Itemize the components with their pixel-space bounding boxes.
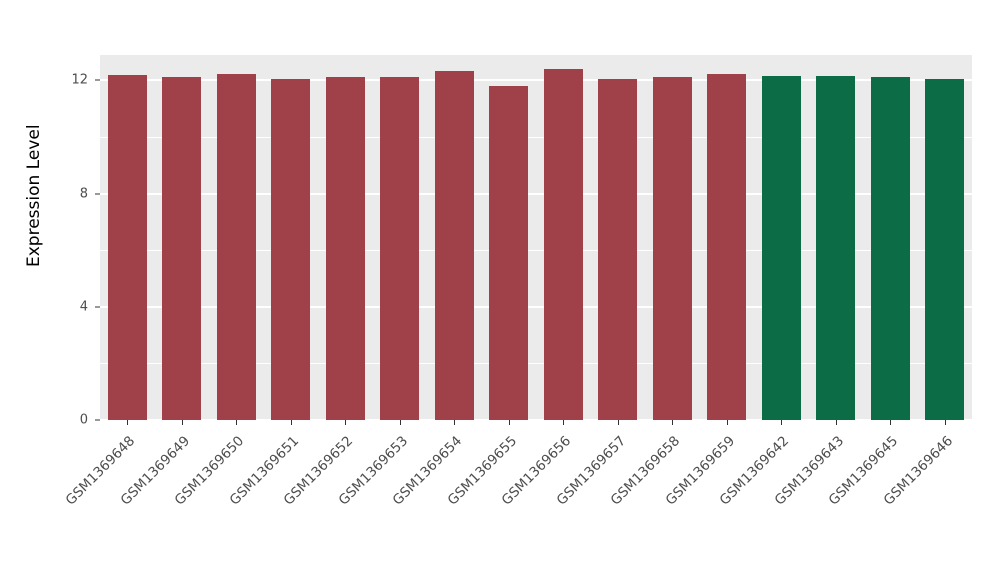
gridline-major xyxy=(100,79,972,82)
bar-GSM1369659 xyxy=(707,74,747,420)
gridline-major xyxy=(100,305,972,308)
bar-GSM1369649 xyxy=(162,77,202,420)
bar-GSM1369646 xyxy=(925,78,965,420)
y-tick-label: 12 xyxy=(71,72,88,88)
bar-GSM1369653 xyxy=(380,77,420,420)
bar-GSM1369654 xyxy=(434,71,474,420)
bar-GSM1369656 xyxy=(543,69,583,420)
x-tick-label: GSM1369646 xyxy=(880,433,957,509)
x-tick-mark xyxy=(127,420,129,425)
bar-GSM1369645 xyxy=(870,77,910,420)
x-tick-mark xyxy=(508,420,510,425)
x-tick-mark xyxy=(345,420,347,425)
y-tick-label: 0 xyxy=(79,412,88,428)
y-tick-mark xyxy=(95,193,100,195)
x-tick-mark xyxy=(835,420,837,425)
y-axis-title: Expression Level xyxy=(24,124,44,267)
bar-GSM1369658 xyxy=(652,77,692,420)
x-tick-mark xyxy=(563,420,565,425)
x-tick-mark xyxy=(672,420,674,425)
y-tick-label: 4 xyxy=(79,299,88,315)
x-tick-mark xyxy=(236,420,238,425)
y-tick-mark xyxy=(95,419,100,421)
bar-GSM1369651 xyxy=(271,78,311,420)
y-tick-mark xyxy=(95,79,100,81)
bar-GSM1369657 xyxy=(598,79,638,420)
x-tick-mark xyxy=(944,420,946,425)
x-tick-mark xyxy=(181,420,183,425)
x-tick-mark xyxy=(290,420,292,425)
gridline-minor xyxy=(100,362,972,364)
bar-GSM1369650 xyxy=(216,74,256,420)
x-tick-mark xyxy=(617,420,619,425)
x-tick-mark xyxy=(454,420,456,425)
x-tick-mark xyxy=(399,420,401,425)
bar-GSM1369652 xyxy=(325,77,365,420)
bar-GSM1369655 xyxy=(489,85,529,420)
x-tick-mark xyxy=(726,420,728,425)
y-tick-label: 8 xyxy=(79,186,88,202)
bar-GSM1369642 xyxy=(761,76,801,420)
x-tick-label-anchor: GSM1369646 xyxy=(745,430,957,509)
gridline-major xyxy=(100,192,972,195)
gridline-minor xyxy=(100,136,972,138)
x-tick-mark xyxy=(781,420,783,425)
plot-panel xyxy=(100,55,972,421)
gridline-major xyxy=(100,419,972,421)
gridline-minor xyxy=(100,249,972,251)
bar-GSM1369643 xyxy=(816,76,856,420)
x-tick-mark xyxy=(890,420,892,425)
bar-GSM1369648 xyxy=(107,75,147,420)
y-tick-mark xyxy=(95,306,100,308)
